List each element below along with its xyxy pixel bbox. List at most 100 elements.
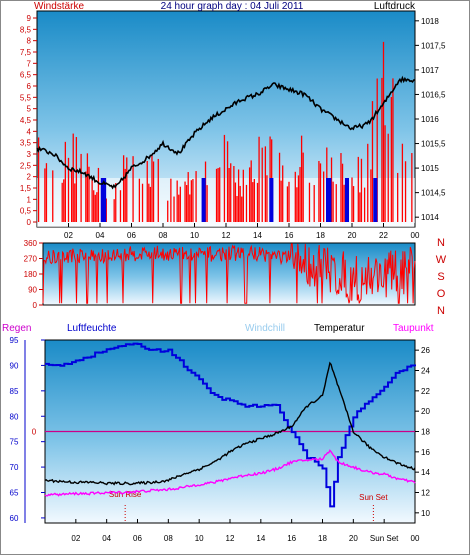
compass-label: W — [436, 254, 447, 266]
direction-tick-label: 360 — [24, 239, 38, 248]
x-tick-label: 12 — [226, 534, 235, 543]
humidity-tick-label: 95 — [10, 336, 19, 345]
wind-tick-label: 7,5 — [20, 48, 32, 57]
legend-label: Luftfeuchte — [67, 323, 117, 334]
wind-direction-line — [42, 243, 416, 304]
wind-tick-label: 3 — [27, 150, 32, 159]
wind-tick-label: 8,5 — [20, 25, 32, 34]
temperature-tick-label: 14 — [421, 468, 430, 477]
x-tick-label: 06 — [133, 534, 142, 543]
temperature-tick-label: 10 — [421, 509, 430, 518]
x-tick-label: 18 — [318, 534, 327, 543]
humidity-tick-label: 75 — [10, 438, 19, 447]
humidity-tick-label: 65 — [10, 489, 19, 498]
sunrise-label: Sun Rise — [109, 490, 142, 499]
temperature-tick-label: 22 — [421, 387, 430, 396]
temperature-line — [44, 361, 416, 486]
x-tick-label: 06 — [127, 231, 136, 240]
pressure-tick-label: 1014,5 — [421, 189, 446, 198]
x-tick-label: 20 — [348, 231, 357, 240]
wind-tick-label: 5 — [27, 105, 32, 114]
x-tick-label: 10 — [190, 231, 199, 240]
x-tick-label: 00 — [411, 534, 420, 543]
humidity-tick-label: 70 — [10, 463, 19, 472]
chart-title: 24 hour graph day : 04 Juli 2011 — [161, 1, 304, 12]
legend-label: Windchill — [245, 323, 285, 334]
legend-label: Temperatur — [314, 323, 365, 334]
dewpoint-line — [44, 449, 416, 497]
compass-label: O — [437, 288, 446, 300]
sunset-label: Sun Set — [359, 493, 388, 502]
temperature-tick-label: 18 — [421, 428, 430, 437]
pressure-tick-label: 1018 — [421, 17, 439, 26]
compass-label: S — [437, 271, 444, 283]
x-tick-label: 20 — [349, 534, 358, 543]
compass-label: N — [437, 237, 445, 249]
x-tick-label: 04 — [96, 231, 105, 240]
temperature-humidity-panel: Regen Luftfeuchte Windchill Temperatur Taupu… — [2, 323, 434, 543]
wind-tick-label: 6,5 — [20, 71, 32, 80]
x-tick-label: 18 — [316, 231, 325, 240]
humidity-tick-label: 85 — [10, 387, 19, 396]
wind-tick-label: 0,5 — [20, 207, 32, 216]
x-tick-label: 02 — [64, 231, 73, 240]
wind-tick-label: 1,5 — [20, 184, 32, 193]
x-tick-label: 12 — [222, 231, 231, 240]
wind-tick-label: 2 — [27, 173, 32, 182]
direction-tick-label: 0 — [33, 301, 38, 310]
wind-tick-label: 7 — [27, 59, 32, 68]
legend-label: Regen — [2, 323, 31, 334]
temperature-tick-label: 16 — [421, 448, 430, 457]
pressure-axis-label: Luftdruck — [374, 1, 416, 12]
direction-tick-label: 270 — [24, 255, 38, 264]
humidity-tick-label: 90 — [10, 361, 19, 370]
pressure-tick-label: 1015 — [421, 164, 439, 173]
pressure-tick-label: 1017 — [421, 66, 439, 75]
humidity-tick-label: 80 — [10, 412, 19, 421]
x-tick-label: 22 — [379, 231, 388, 240]
wind-tick-label: 9 — [27, 14, 32, 23]
wind-tick-label: 4 — [27, 127, 32, 136]
x-tick-label: 04 — [102, 534, 111, 543]
compass-label: N — [437, 305, 445, 317]
rain-zero-label: 0 — [32, 428, 37, 437]
wind-axis-label: Windstärke — [34, 1, 84, 12]
pressure-tick-label: 1016,5 — [421, 90, 446, 99]
wind-tick-label: 6 — [27, 82, 32, 91]
wind-tick-label: 8 — [27, 37, 32, 46]
x-tick-label: 08 — [164, 534, 173, 543]
pressure-tick-label: 1016 — [421, 115, 439, 124]
temperature-tick-label: 20 — [421, 407, 430, 416]
pressure-line — [36, 75, 416, 190]
wind-tick-label: 4,5 — [20, 116, 32, 125]
direction-tick-label: 90 — [28, 286, 37, 295]
x-tick-label: 00 — [411, 231, 420, 240]
wind-tick-label: 1 — [27, 195, 32, 204]
wind-tick-label: 0 — [27, 218, 32, 227]
temperature-tick-label: 12 — [421, 489, 430, 498]
x-tick-label: 14 — [256, 534, 265, 543]
x-tick-label: 14 — [253, 231, 262, 240]
x-tick-label: 16 — [285, 231, 294, 240]
wind-tick-label: 5,5 — [20, 93, 32, 102]
x-tick-label: 08 — [159, 231, 168, 240]
x-tick-label: 02 — [71, 534, 80, 543]
x-tick-label: 16 — [287, 534, 296, 543]
pressure-tick-label: 1017,5 — [421, 41, 446, 50]
pressure-tick-label: 1015,5 — [421, 140, 446, 149]
temperature-tick-label: 24 — [421, 367, 430, 376]
pressure-tick-label: 1014 — [421, 213, 439, 222]
wind-pressure-panel: 00,511,522,533,544,555,566,577,588,59101… — [20, 1, 446, 240]
wind-tick-label: 3,5 — [20, 139, 32, 148]
direction-tick-label: 180 — [24, 270, 38, 279]
humidity-line — [45, 342, 416, 508]
x-tick-label: 10 — [195, 534, 204, 543]
x-tick-label: Sun Set — [370, 534, 399, 543]
humidity-tick-label: 60 — [10, 514, 19, 523]
legend-label: Taupunkt — [393, 323, 434, 334]
wind-tick-label: 2,5 — [20, 161, 32, 170]
temperature-tick-label: 26 — [421, 346, 430, 355]
